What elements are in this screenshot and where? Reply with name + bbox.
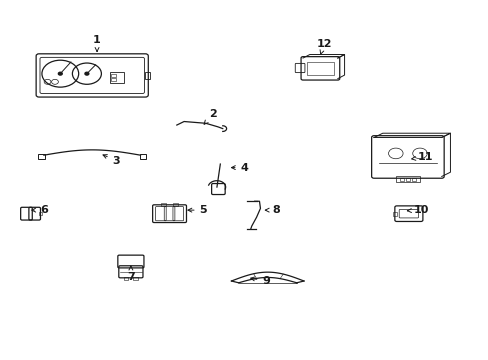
Text: 5: 5 — [187, 205, 207, 215]
Bar — [133, 277, 138, 280]
Bar — [110, 72, 123, 82]
Bar — [173, 203, 178, 206]
Circle shape — [85, 72, 89, 75]
Bar — [39, 212, 42, 215]
Bar — [111, 78, 116, 81]
Bar — [306, 62, 333, 75]
Bar — [392, 212, 396, 216]
Bar — [139, 154, 146, 159]
Bar — [38, 154, 45, 159]
Bar — [123, 277, 128, 280]
Text: 10: 10 — [407, 205, 428, 215]
Bar — [161, 203, 166, 206]
Bar — [411, 178, 415, 181]
Bar — [145, 72, 150, 79]
Text: 8: 8 — [265, 205, 279, 215]
Bar — [405, 178, 409, 181]
Text: 6: 6 — [32, 205, 48, 215]
Text: 9: 9 — [250, 276, 270, 286]
Bar — [111, 74, 116, 77]
Text: 12: 12 — [316, 39, 331, 54]
Text: 2: 2 — [203, 109, 217, 124]
Bar — [395, 176, 419, 182]
Circle shape — [58, 72, 62, 75]
Text: 3: 3 — [103, 154, 120, 166]
Text: 7: 7 — [127, 266, 135, 283]
Text: 4: 4 — [231, 163, 248, 172]
Bar — [399, 178, 403, 181]
Text: 1: 1 — [93, 35, 101, 51]
Text: 11: 11 — [411, 152, 433, 162]
